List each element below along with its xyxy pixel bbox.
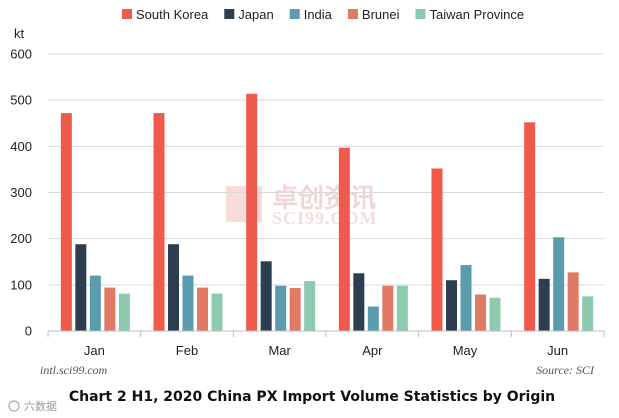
- bar-brunei-jun: [567, 272, 579, 331]
- x-tick-label: Jun: [547, 343, 568, 358]
- bar-india-mar: [275, 285, 287, 331]
- bar-south-korea-jun: [524, 122, 536, 332]
- bar-india-jun: [553, 237, 565, 331]
- corner-mark: 六数据: [8, 399, 57, 413]
- corner-text: 六数据: [24, 399, 57, 413]
- y-axis-ticks: 0 100 200 300 400 500 600: [10, 47, 32, 339]
- legend-label: Japan: [238, 7, 273, 22]
- bar-taiwan-province-mar: [304, 281, 316, 331]
- legend-swatch: [122, 9, 132, 19]
- bar-japan-mar: [260, 261, 272, 331]
- credit-right: Source: SCI: [536, 363, 595, 377]
- legend-label: Taiwan Province: [429, 7, 524, 22]
- legend-label: India: [304, 7, 333, 22]
- credit-left: intl.sci99.com: [40, 363, 108, 377]
- watermark-cn: 卓创资讯: [272, 184, 376, 214]
- y-tick-label: 300: [10, 185, 32, 200]
- bar-south-korea-jan: [60, 113, 72, 332]
- corner-logo-icon: [8, 400, 20, 412]
- x-tick-label: May: [453, 343, 478, 358]
- x-tick-label: Mar: [268, 343, 291, 358]
- bar-south-korea-apr: [338, 147, 350, 331]
- bars: [60, 93, 594, 332]
- legend: South Korea Japan India Brunei Taiwan Provin…: [122, 7, 524, 22]
- x-tick-label: Jan: [84, 343, 105, 358]
- gridlines: [48, 53, 604, 286]
- bar-taiwan-province-apr: [396, 285, 408, 331]
- bar-japan-jan: [75, 244, 87, 331]
- bar-japan-jun: [538, 278, 550, 331]
- bar-india-may: [460, 264, 472, 331]
- legend-swatch: [224, 9, 235, 19]
- bar-brunei-jan: [104, 287, 116, 331]
- legend-label: Brunei: [362, 7, 400, 22]
- chart-title: Chart 2 H1, 2020 China PX Import Volume …: [69, 389, 555, 405]
- bar-japan-may: [446, 280, 457, 331]
- y-tick-label: 100: [10, 277, 32, 292]
- bar-taiwan-province-may: [489, 297, 501, 331]
- bar-south-korea-mar: [246, 93, 258, 331]
- bar-south-korea-may: [431, 168, 443, 331]
- legend-swatch: [289, 9, 300, 19]
- legend-swatch: [415, 9, 426, 19]
- bar-india-apr: [367, 306, 379, 331]
- y-tick-label: 200: [10, 231, 32, 246]
- x-axis: Jan Feb Mar Apr May Jun: [47, 330, 605, 358]
- bar-taiwan-province-feb: [211, 293, 223, 331]
- y-tick-label: 500: [10, 93, 32, 108]
- bar-brunei-may: [475, 294, 486, 331]
- bar-japan-feb: [168, 244, 179, 331]
- bar-taiwan-province-jan: [118, 293, 130, 331]
- bar-brunei-apr: [382, 285, 394, 331]
- y-tick-label: 400: [10, 139, 32, 154]
- bar-brunei-mar: [289, 288, 301, 331]
- bar-india-feb: [182, 275, 194, 331]
- watermark-en: SCI99.COM: [272, 208, 378, 228]
- legend-swatch: [347, 9, 358, 19]
- x-tick-label: Apr: [362, 343, 383, 358]
- x-tick-label: Feb: [176, 343, 198, 358]
- bar-india-jan: [89, 275, 101, 331]
- bar-brunei-feb: [197, 287, 208, 331]
- bar-south-korea-feb: [153, 113, 165, 332]
- y-tick-label: 0: [25, 324, 32, 339]
- bar-japan-apr: [353, 273, 365, 331]
- bar-taiwan-province-jun: [582, 296, 594, 331]
- y-axis-unit: kt: [14, 26, 25, 41]
- legend-label: South Korea: [136, 7, 209, 22]
- y-tick-label: 600: [10, 47, 32, 62]
